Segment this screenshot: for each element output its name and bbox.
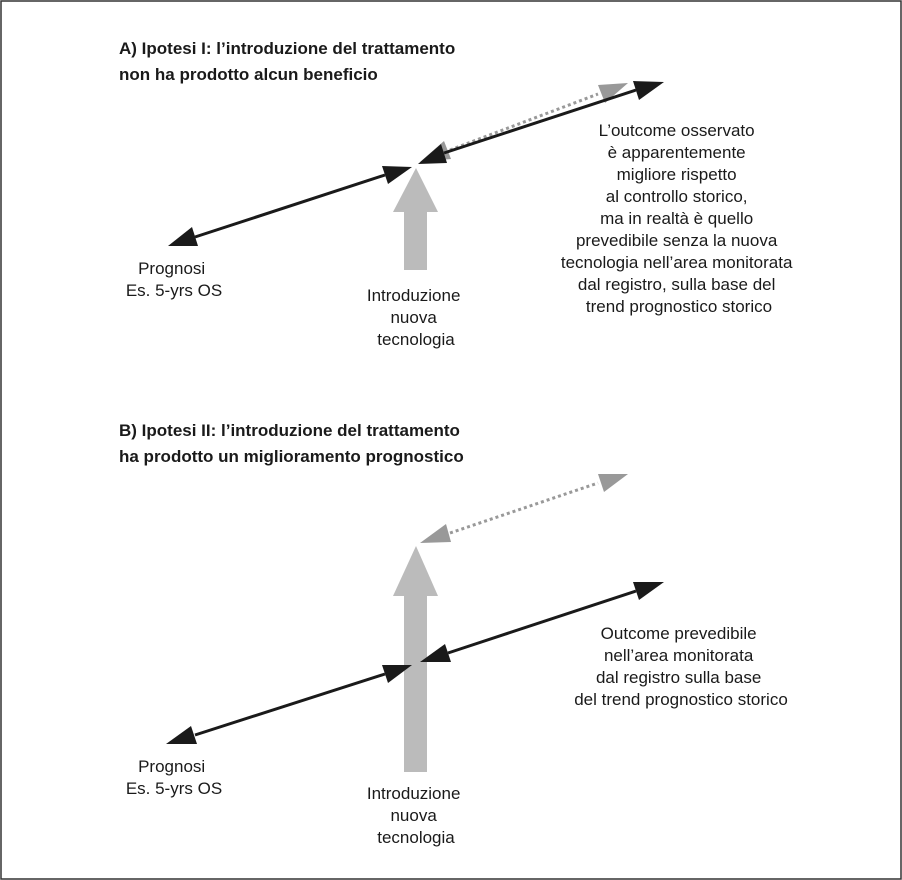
panel-b-dotted-arrow: [420, 474, 628, 543]
trend-arrow-head: [382, 166, 412, 184]
panel-b-intervention-label: Introduzione nuova tecnologia: [367, 784, 465, 847]
note-line: migliore rispetto: [617, 165, 737, 184]
panel-b-trend-arrow: [166, 582, 664, 744]
panel-a: A) Ipotesi I: l’introduzione del trattam…: [119, 39, 797, 349]
trend-arrow-head: [168, 227, 198, 246]
note-line: dal registro, sulla base del: [578, 275, 776, 294]
dotted-line: [449, 92, 599, 152]
trend-arrow-head: [633, 81, 664, 100]
panel-b: B) Ipotesi II: l’introduzione del tratta…: [119, 421, 788, 847]
label-line: tecnologia: [377, 330, 455, 349]
label-line: Prognosi: [138, 259, 205, 278]
note-line: è apparentemente: [608, 143, 746, 162]
note-line: trend prognostico storico: [586, 297, 772, 316]
trend-arrow-head: [633, 582, 664, 600]
note-line: ma in realtà è quello: [600, 209, 753, 228]
note-line: dal registro sulla base: [596, 668, 761, 687]
note-line: del trend prognostico storico: [574, 690, 788, 709]
trend-line: [447, 589, 637, 655]
label-line: tecnologia: [377, 828, 455, 847]
panel-a-title: A) Ipotesi I: l’introduzione del trattam…: [119, 39, 460, 84]
panel-a-intervention-label: Introduzione nuova tecnologia: [367, 286, 465, 349]
panel-a-prognosis-label: Prognosi Es. 5-yrs OS: [126, 259, 222, 300]
panel-b-intervention-arrow: [393, 546, 438, 772]
dotted-arrow-head-end: [598, 474, 628, 492]
panel-b-title-line: B) Ipotesi II: l’introduzione del tratta…: [119, 421, 460, 440]
trend-arrow-head: [418, 144, 447, 164]
dotted-line: [449, 481, 599, 535]
label-line: Es. 5-yrs OS: [126, 779, 222, 798]
panel-b-title-line: ha prodotto un miglioramento prognostico: [119, 447, 464, 466]
panel-b-note: Outcome prevedibile nell’area monitorata…: [574, 624, 788, 709]
panel-a-title-line: A) Ipotesi I: l’introduzione del trattam…: [119, 39, 455, 58]
note-line: prevedibile senza la nuova: [576, 231, 778, 250]
trend-line: [443, 88, 637, 155]
arrow-head: [393, 168, 438, 212]
panel-b-prognosis-label: Prognosi Es. 5-yrs OS: [126, 757, 222, 798]
dotted-arrow-head-end: [598, 83, 628, 103]
trend-arrow-head: [166, 726, 197, 744]
arrow-shaft: [404, 212, 427, 270]
panel-a-title-line: non ha prodotto alcun beneficio: [119, 65, 378, 84]
label-line: Introduzione: [367, 784, 461, 803]
label-line: nuova: [390, 308, 437, 327]
note-line: nell’area monitorata: [604, 646, 754, 665]
label-line: nuova: [390, 806, 437, 825]
panel-a-note: L’outcome osservato è apparentemente mig…: [561, 121, 797, 316]
label-line: Introduzione: [367, 286, 461, 305]
trend-arrow-head: [420, 644, 451, 662]
trend-arrow-head: [382, 665, 412, 683]
note-line: tecnologia nell’area monitorata: [561, 253, 793, 272]
label-line: Prognosi: [138, 757, 205, 776]
note-line: Outcome prevedibile: [601, 624, 757, 643]
trend-line: [194, 672, 386, 737]
panel-a-intervention-arrow: [393, 168, 438, 270]
panel-b-title: B) Ipotesi II: l’introduzione del tratta…: [119, 421, 465, 466]
trend-line: [194, 173, 386, 239]
arrow-head: [393, 546, 438, 596]
label-line: Es. 5-yrs OS: [126, 281, 222, 300]
note-line: al controllo storico,: [606, 187, 748, 206]
panel-a-trend-arrow: [168, 81, 664, 246]
note-line: L’outcome osservato: [599, 121, 755, 140]
dotted-arrow-head-start: [420, 524, 451, 543]
arrow-shaft: [404, 596, 427, 772]
